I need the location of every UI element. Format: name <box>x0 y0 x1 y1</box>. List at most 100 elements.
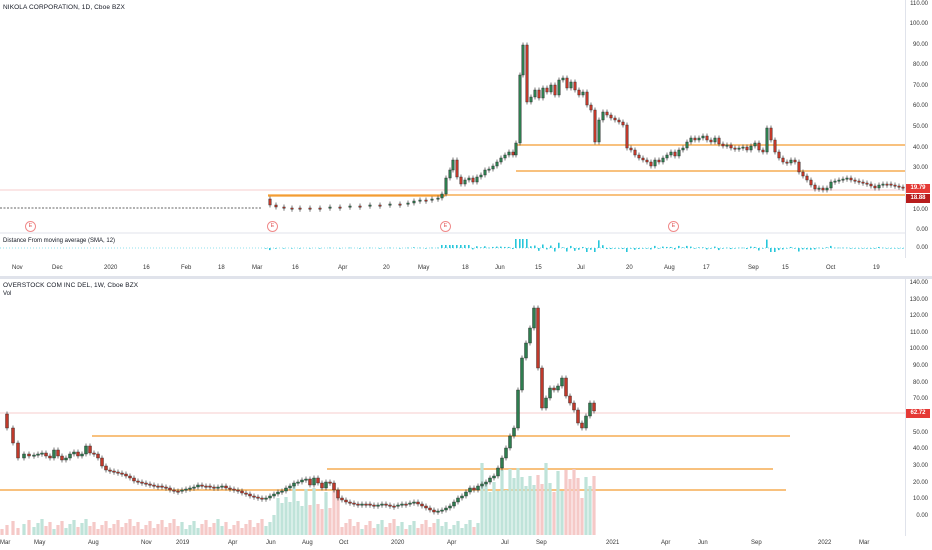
candle-body <box>348 501 352 504</box>
candle-body <box>637 154 641 159</box>
volume-bar <box>516 468 520 535</box>
candle-body <box>412 501 416 504</box>
indicator-bar <box>830 245 832 248</box>
volume-bar <box>332 491 336 535</box>
x-tick: Aug <box>302 540 313 546</box>
overstock-symbol-title[interactable]: OVERSTOCK COM INC DEL, 1W, Cboe BZX <box>3 282 139 289</box>
indicator-bar <box>566 248 568 252</box>
candle-body <box>196 484 200 488</box>
candle-body <box>11 427 15 444</box>
indicator-bar <box>488 247 490 249</box>
earnings-badge[interactable]: E <box>25 221 36 232</box>
candle-body <box>629 147 633 151</box>
candle-body <box>901 186 905 189</box>
volume-bar <box>512 478 516 535</box>
indicator-bar <box>842 247 844 249</box>
x-tick: Nov <box>141 540 152 546</box>
candle-body <box>737 147 741 150</box>
candle-body <box>588 402 592 417</box>
candle-body <box>869 183 873 187</box>
volume-bar <box>40 519 44 535</box>
volume-bar <box>428 527 432 535</box>
indicator-bar <box>766 239 768 248</box>
candle-body <box>388 504 392 507</box>
nikola-chart-pane[interactable]: NIKOLA CORPORATION, 1D, Cboe BZX Distanc… <box>0 0 932 278</box>
volume-bar <box>268 522 272 535</box>
volume-label[interactable]: Vol <box>3 291 12 297</box>
volume-bar <box>360 529 364 535</box>
y-tick: 130.00 <box>909 297 928 303</box>
volume-bar <box>160 520 164 535</box>
indicator-bar <box>798 248 800 252</box>
indicator-bar <box>460 245 462 248</box>
candle-body <box>292 482 296 487</box>
candle-body <box>584 415 588 429</box>
volume-bar <box>196 528 200 535</box>
x-tick: Sep <box>751 540 762 546</box>
earnings-badge[interactable]: E <box>668 221 679 232</box>
candle-body <box>274 204 278 208</box>
candle-body <box>264 497 268 500</box>
candle-body <box>853 179 857 182</box>
volume-bar <box>496 491 500 535</box>
overstock-price-chart[interactable] <box>0 278 906 550</box>
volume-bar <box>100 525 104 535</box>
candle-body <box>568 395 572 404</box>
nikola-price-axis[interactable]: 110.00 100.00 90.00 80.00 70.00 60.00 50… <box>905 0 932 258</box>
candle-body <box>216 486 220 489</box>
candle-body <box>585 91 589 106</box>
candle-body <box>460 495 464 499</box>
candle-body <box>617 119 621 123</box>
candle-body <box>344 499 348 503</box>
volume-bar <box>284 497 288 535</box>
volume-bar <box>27 520 31 535</box>
volume-bar <box>68 524 72 535</box>
overstock-chart-pane[interactable]: OVERSTOCK COM INC DEL, 1W, Cboe BZX Vol … <box>0 278 932 550</box>
indicator-bar <box>349 247 351 249</box>
volume-bar <box>168 523 172 535</box>
indicator-bar <box>329 247 331 249</box>
candle-body <box>645 159 649 163</box>
y-tick: 70.00 <box>912 396 928 402</box>
candle-body <box>605 111 609 116</box>
indicator-bar <box>634 248 636 250</box>
indicator-bar <box>686 245 688 248</box>
pane-separator[interactable] <box>0 276 932 279</box>
nikola-price-chart[interactable] <box>0 0 906 278</box>
candle-body <box>348 205 352 208</box>
candle-body <box>336 489 340 499</box>
candle-body <box>689 137 693 143</box>
volume-bar <box>548 483 552 535</box>
indicator-bar <box>750 246 752 248</box>
distance-indicator-title[interactable]: Distance From moving average (SMA, 12) <box>3 238 116 244</box>
candle-body <box>725 144 729 147</box>
candle-body <box>897 185 901 188</box>
indicator-bar <box>508 246 510 248</box>
overstock-price-axis[interactable]: 140.00 130.00 120.00 110.00 100.00 90.00… <box>905 278 932 536</box>
candle-body <box>27 453 31 457</box>
y-tick: 110.00 <box>910 330 928 336</box>
earnings-badge[interactable]: E <box>267 221 278 232</box>
earnings-badge[interactable]: E <box>440 221 451 232</box>
volume-bar <box>32 527 36 535</box>
nikola-symbol-title[interactable]: NIKOLA CORPORATION, 1D, Cboe BZX <box>3 4 125 11</box>
candle-body <box>544 397 548 409</box>
candle-body <box>308 207 312 210</box>
indicator-bar <box>519 239 521 248</box>
indicator-bar <box>500 246 502 248</box>
candle-body <box>412 200 416 204</box>
volume-bar <box>504 490 508 535</box>
candle-body <box>589 104 593 111</box>
candle-body <box>418 199 422 202</box>
candle-body <box>392 505 396 508</box>
volume-bar <box>148 521 152 535</box>
volume-bar <box>11 521 15 535</box>
candle-body <box>479 174 483 178</box>
candle-body <box>340 497 344 501</box>
candle-body <box>789 159 793 164</box>
candle-body <box>514 142 518 156</box>
candle-body <box>132 477 136 482</box>
candle-body <box>112 470 116 473</box>
candle-body <box>569 81 573 89</box>
x-tick: 2020 <box>104 265 118 271</box>
